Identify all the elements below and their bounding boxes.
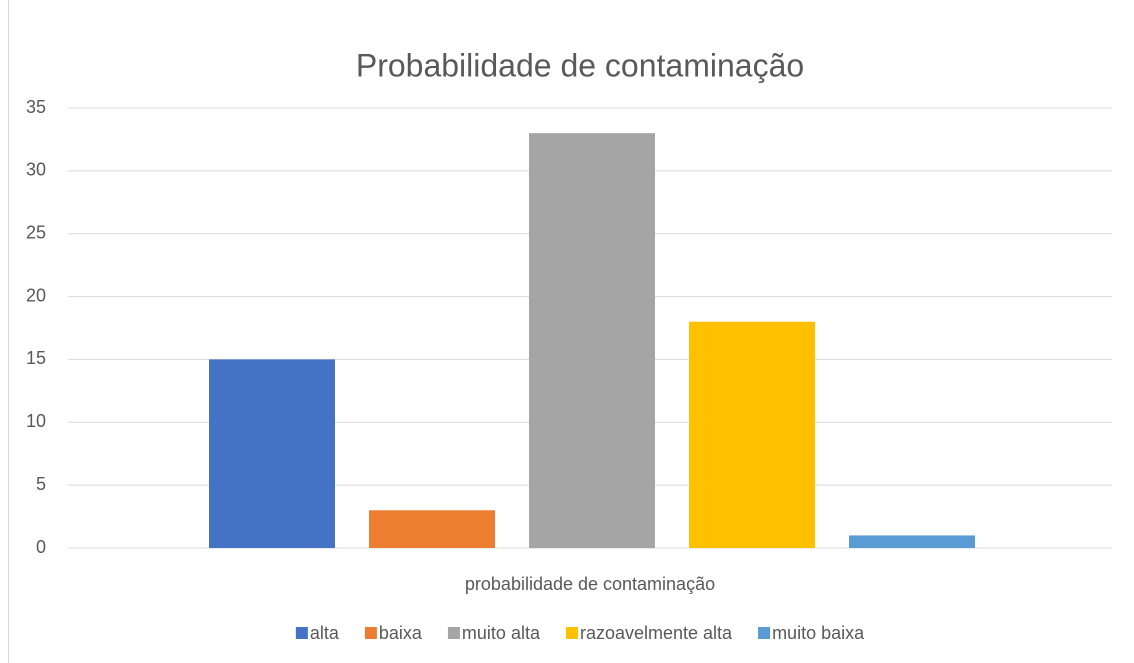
legend-swatch xyxy=(295,627,308,639)
legend-swatch xyxy=(447,627,460,639)
bar xyxy=(849,535,975,548)
bar xyxy=(689,321,815,548)
legend-label: alta xyxy=(310,623,340,643)
legend-swatch xyxy=(565,627,578,639)
legend-label: baixa xyxy=(379,623,423,643)
legend-label: muito baixa xyxy=(772,623,865,643)
bar xyxy=(529,133,655,548)
y-tick-label: 15 xyxy=(26,348,46,368)
y-tick-label: 30 xyxy=(26,160,46,180)
y-tick-label: 10 xyxy=(26,411,46,431)
bar xyxy=(209,359,335,548)
y-tick-label: 25 xyxy=(26,222,46,242)
y-tick-label: 35 xyxy=(26,97,46,117)
legend-label: razoavelmente alta xyxy=(580,623,733,643)
y-tick-label: 20 xyxy=(26,285,46,305)
x-tick-label: probabilidade de contaminação xyxy=(465,574,715,594)
legend-swatch xyxy=(758,627,771,639)
y-tick-label: 0 xyxy=(36,537,46,557)
bar xyxy=(369,510,495,548)
legend-swatch xyxy=(364,627,377,639)
legend-label: muito alta xyxy=(462,623,541,643)
y-tick-label: 5 xyxy=(36,474,46,494)
chart-title: Probabilidade de contaminação xyxy=(356,47,804,83)
